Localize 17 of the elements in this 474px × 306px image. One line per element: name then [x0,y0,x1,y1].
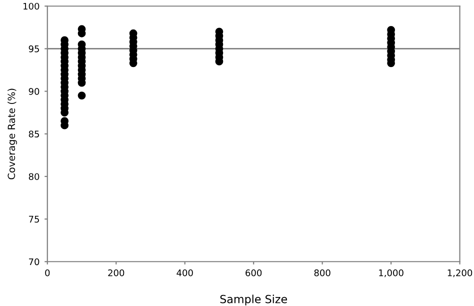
x-tick-label: 1,200 [448,269,472,278]
y-axis-title: Coverage Rate (%) [8,88,17,180]
x-tick-label: 400 [176,269,193,276]
x-tick-label: 600 [246,269,262,276]
y-tick-label: 90 [28,88,40,95]
x-axis-title: Sample Size [220,294,287,306]
x-tick-label: 200 [108,269,124,276]
y-tick-label: 75 [29,216,39,223]
x-tick-label: 800 [314,269,330,276]
x-tick-label: 0 [45,269,50,276]
y-tick-label: 100 [24,2,40,10]
y-tick-label: 95 [28,45,39,52]
y-tick-label: 80 [28,173,40,180]
point [78,92,86,100]
y-tick-label: 85 [28,130,39,138]
y-tick-label: 70 [29,258,40,266]
x-tick-label: 1,000 [379,269,404,278]
